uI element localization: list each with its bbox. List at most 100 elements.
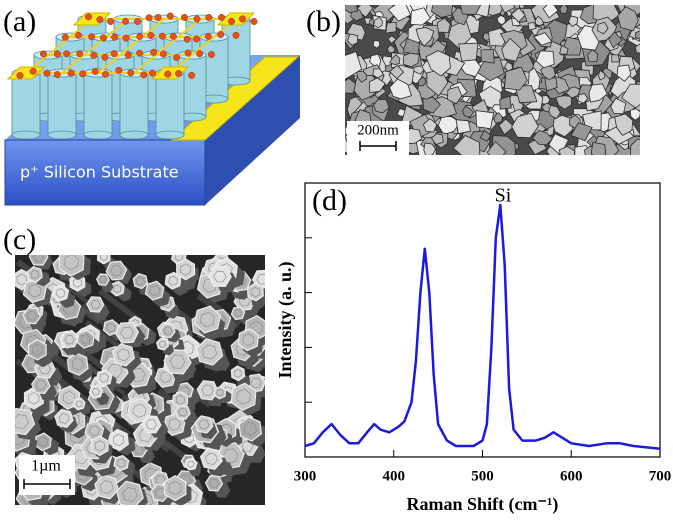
rod-facet xyxy=(64,335,75,345)
nanoparticle xyxy=(115,66,123,74)
nanoparticle xyxy=(158,32,166,40)
rod-top xyxy=(204,475,224,492)
rod-top xyxy=(26,266,43,283)
rod-facet xyxy=(72,277,82,288)
rod-top xyxy=(22,307,42,325)
nanoparticle xyxy=(96,16,104,24)
nanoparticle xyxy=(175,70,183,77)
nanoparticle xyxy=(239,15,246,23)
grain xyxy=(410,7,431,26)
grain xyxy=(597,69,606,81)
grain xyxy=(372,40,381,49)
grain xyxy=(558,146,575,155)
rod-facet xyxy=(174,255,184,262)
nanoparticle xyxy=(232,31,240,39)
nanoparticle xyxy=(136,49,144,57)
nanoparticle xyxy=(204,32,212,40)
grain xyxy=(587,49,599,62)
grain xyxy=(548,133,570,155)
rod-top xyxy=(90,435,109,457)
nanoparticle xyxy=(250,18,258,25)
nanoparticle xyxy=(147,32,155,39)
nanoparticle xyxy=(122,34,130,42)
nanoparticle xyxy=(110,50,118,58)
grain xyxy=(479,130,492,142)
grain xyxy=(345,5,358,14)
streak xyxy=(98,288,142,324)
grain xyxy=(387,5,412,22)
rod-top xyxy=(208,266,232,288)
grain xyxy=(534,15,545,27)
grain xyxy=(617,6,639,32)
contact-pad xyxy=(216,12,256,26)
rod-facet xyxy=(250,377,262,389)
x-axis-label: Raman Shift (cm⁻¹) xyxy=(407,494,559,515)
nanowire xyxy=(11,72,41,136)
nanowire-base xyxy=(119,130,149,140)
grain xyxy=(603,124,635,145)
grain xyxy=(527,21,537,31)
nanoparticle xyxy=(218,13,225,21)
rod-top xyxy=(163,475,187,502)
nanoparticle xyxy=(140,71,148,79)
grain xyxy=(373,98,390,114)
grain xyxy=(460,5,482,15)
rod-top xyxy=(230,365,246,382)
rod-top xyxy=(194,415,214,434)
nanoparticle xyxy=(40,50,47,58)
rod-facet xyxy=(112,433,125,447)
grain xyxy=(423,142,436,155)
nanoparticle xyxy=(192,35,200,43)
grain xyxy=(542,5,559,19)
rod-facet xyxy=(243,422,257,437)
nanowire xyxy=(47,72,77,136)
grain xyxy=(510,7,526,23)
nanoparticle xyxy=(43,69,51,77)
streak xyxy=(262,387,265,394)
rod-facet xyxy=(26,311,37,321)
rod-facet xyxy=(15,414,29,430)
x-tick-label: 400 xyxy=(383,468,406,484)
panel-label: (d) xyxy=(312,184,347,217)
rod-top xyxy=(102,319,119,336)
rod-top xyxy=(27,339,47,361)
rod-top xyxy=(132,273,149,290)
rod-facet xyxy=(30,269,40,280)
rod-top xyxy=(213,385,227,400)
rod-top xyxy=(66,352,89,376)
rod-facet xyxy=(71,357,84,371)
rod-top xyxy=(246,282,264,302)
rod-facet xyxy=(236,389,251,405)
rod-top xyxy=(58,255,85,277)
grain xyxy=(422,96,441,114)
panel-label: (c) xyxy=(3,223,36,256)
grain xyxy=(614,113,634,136)
rod-facet xyxy=(209,478,220,488)
rod-top xyxy=(94,474,120,500)
rod-facet xyxy=(28,391,40,405)
mesh-line xyxy=(97,54,121,74)
rod-top xyxy=(199,447,223,470)
grain xyxy=(385,21,397,34)
scale-bar xyxy=(23,479,71,489)
grain xyxy=(629,108,640,121)
grain xyxy=(446,86,463,105)
grain xyxy=(616,64,632,82)
nanoparticle xyxy=(53,50,61,58)
rod-top xyxy=(34,432,52,452)
rod-facet xyxy=(91,387,100,396)
rod-top xyxy=(76,329,95,349)
grain xyxy=(504,66,528,91)
rod-facet xyxy=(94,440,105,452)
nanoparticle xyxy=(136,32,144,40)
nanoparticle xyxy=(79,70,87,78)
nanowire-base xyxy=(83,130,113,140)
rod-facet xyxy=(80,334,91,345)
grain xyxy=(372,68,385,79)
nanoparticle xyxy=(127,69,135,77)
sem-image xyxy=(15,255,265,505)
grain xyxy=(368,77,386,94)
nanoparticle xyxy=(16,72,24,79)
grain xyxy=(588,83,608,103)
grain xyxy=(425,50,451,77)
